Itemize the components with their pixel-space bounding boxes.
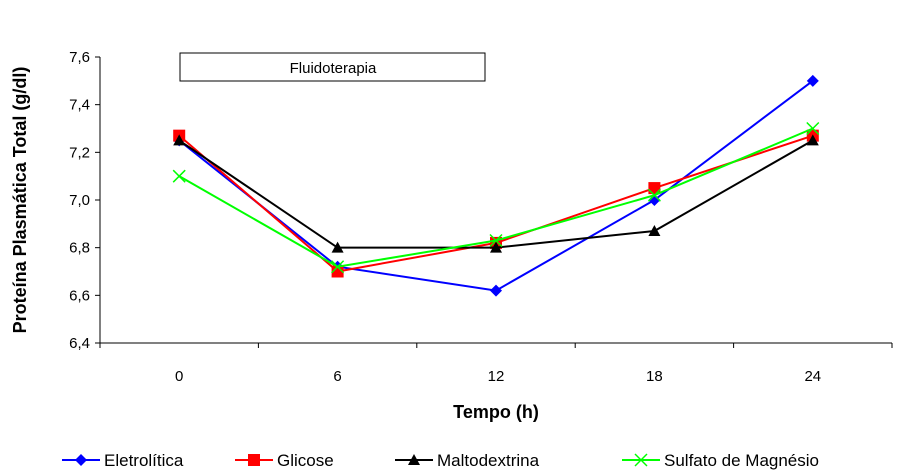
y-tick-label: 6,6 [69,287,90,304]
legend: Eletrolítica Glicose Maltodextrina Sulfato … [62,451,819,470]
legend-label: Eletrolítica [104,451,184,470]
series-diamond [173,74,819,297]
y-tick-label: 7,6 [69,49,90,66]
data-point [172,169,186,183]
data-point [331,260,345,274]
legend-item: Maltodextrina [395,451,540,470]
series-line [178,80,814,292]
annotation-label: Fluidoterapia [290,60,377,77]
legend-label: Glicose [277,451,334,470]
legend-marker [408,454,420,465]
legend-item: Glicose [235,451,334,470]
legend-label: Maltodextrina [437,451,540,470]
data-point [331,241,344,253]
annotation-box: Fluidoterapia [179,52,486,82]
data-point [648,182,661,195]
legend-item: Eletrolítica [62,451,184,470]
plot-area: 6,4 6,6 6,8 7,0 7,2 7,4 7,6 0 6 12 18 24 [69,49,893,385]
x-tick-label: 18 [646,368,663,385]
series-x [172,121,820,274]
legend-label: Sulfato de Magnésio [664,451,819,470]
data-point [806,74,819,87]
y-tick-label: 6,4 [69,335,90,352]
data-point [490,284,502,297]
series-square [173,129,819,278]
y-axis-title: Proteína Plasmática Total (g/dl) [10,67,30,334]
x-tick-label: 6 [333,368,341,385]
annotation-rect [179,52,486,82]
x-tick-label: 12 [488,368,505,385]
data-point [806,121,820,136]
y-tick-label: 7,2 [69,144,90,161]
legend-marker [248,454,260,466]
data-point [806,134,819,146]
y-tick-label: 6,8 [69,240,90,257]
y-ticks: 6,4 6,6 6,8 7,0 7,2 7,4 7,6 [69,49,100,352]
x-tick-label: 24 [804,368,821,385]
data-point [173,134,186,146]
data-point [331,265,344,278]
series-triangle [173,134,819,253]
legend-item: Sulfato de Magnésio [622,451,819,470]
data-point [647,188,661,202]
x-axis-title: Tempo (h) [453,402,539,422]
data-point [648,224,661,236]
x-ticks: 0 6 12 18 24 [99,343,893,385]
series-layer [172,74,820,297]
x-tick-label: 0 [175,368,183,385]
y-tick-label: 7,4 [69,97,90,114]
legend-marker [634,453,648,467]
data-point [490,241,502,253]
legend-marker [75,454,87,466]
data-point [489,233,503,248]
y-tick-label: 7,0 [69,192,90,209]
